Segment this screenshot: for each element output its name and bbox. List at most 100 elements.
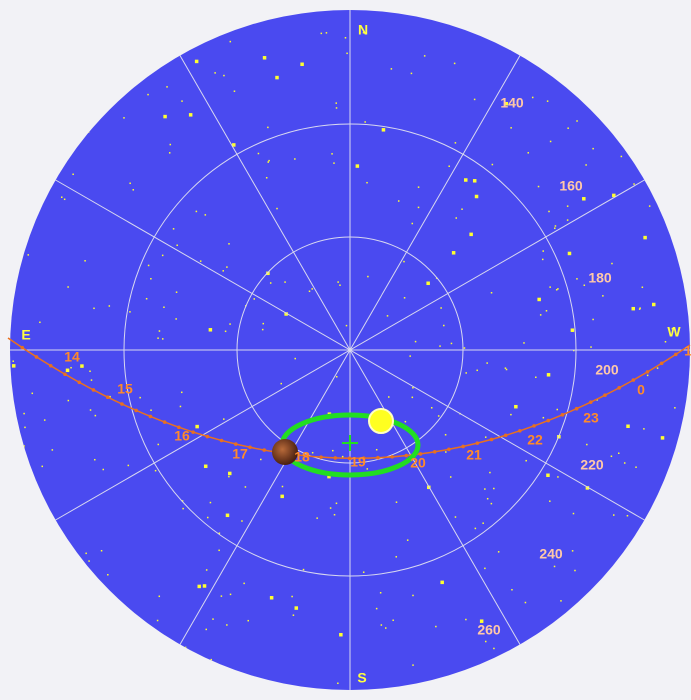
path-dot (503, 433, 508, 438)
azimuth-label: 240 (539, 546, 563, 562)
star (199, 260, 202, 262)
star (592, 147, 594, 150)
star (411, 396, 414, 399)
star (362, 31, 365, 34)
direction-label: N (358, 22, 368, 38)
star (228, 475, 230, 478)
star (493, 647, 495, 650)
star (129, 311, 131, 313)
star (335, 376, 338, 378)
star (31, 662, 33, 664)
star (409, 355, 411, 357)
star (291, 595, 293, 598)
star (435, 625, 437, 628)
star (673, 31, 675, 34)
star (218, 532, 221, 534)
star (392, 619, 394, 622)
star (454, 516, 457, 518)
star (180, 391, 183, 394)
star (233, 90, 236, 92)
star (229, 593, 232, 596)
star (156, 619, 159, 622)
star (147, 264, 150, 267)
star (554, 225, 557, 227)
direction-label: S (357, 670, 366, 686)
star (549, 140, 552, 143)
star (524, 601, 527, 604)
star (403, 297, 406, 299)
star (585, 164, 587, 166)
star (280, 382, 283, 385)
star (325, 32, 328, 34)
star (202, 584, 207, 588)
path-dot (376, 455, 380, 460)
star (14, 522, 17, 524)
star (380, 624, 383, 626)
star (333, 162, 335, 164)
star (381, 128, 386, 132)
star (181, 100, 183, 102)
star (311, 451, 314, 454)
star (88, 637, 90, 640)
direction-label: E (21, 327, 30, 343)
star (262, 322, 265, 325)
star (386, 315, 389, 317)
star (335, 502, 338, 505)
hour-label: 14 (64, 349, 80, 365)
star (464, 178, 468, 182)
hour-label: 1 (684, 343, 691, 359)
star (638, 18, 641, 20)
path-dot (432, 450, 437, 454)
star (158, 595, 161, 598)
star (184, 646, 187, 649)
path-dot (645, 370, 650, 374)
grid (10, 10, 690, 690)
star (651, 620, 653, 623)
star (472, 179, 477, 183)
star (225, 513, 230, 518)
path-dot (333, 456, 338, 460)
path-dot (603, 393, 607, 398)
star (544, 46, 547, 49)
star (364, 121, 366, 123)
star (80, 364, 84, 368)
star (226, 266, 228, 268)
star (176, 244, 178, 247)
star (244, 15, 246, 17)
star (473, 98, 476, 101)
star (566, 219, 569, 221)
hour-label: 21 (466, 447, 482, 463)
star (223, 418, 225, 420)
star (510, 413, 512, 416)
star (228, 243, 230, 245)
radial-line (179, 55, 521, 645)
star (484, 436, 487, 438)
star (35, 538, 40, 543)
path-dot (191, 430, 195, 434)
star (379, 592, 382, 594)
star (450, 342, 453, 345)
star (16, 229, 18, 231)
star (479, 619, 484, 623)
path-dot (347, 456, 352, 461)
star (12, 360, 14, 362)
azimuth-label: 200 (595, 362, 619, 378)
star (531, 96, 534, 99)
star (423, 55, 426, 57)
star (18, 102, 21, 104)
star (549, 286, 551, 288)
star (300, 62, 304, 67)
star (265, 177, 268, 179)
star (674, 407, 676, 409)
star (331, 153, 333, 155)
star (17, 11, 20, 13)
star (195, 424, 199, 429)
star (641, 286, 644, 289)
star (70, 366, 72, 369)
star (410, 72, 413, 75)
star (337, 281, 339, 283)
star (542, 416, 545, 419)
star (566, 205, 569, 207)
star (535, 660, 538, 663)
star (633, 665, 635, 667)
